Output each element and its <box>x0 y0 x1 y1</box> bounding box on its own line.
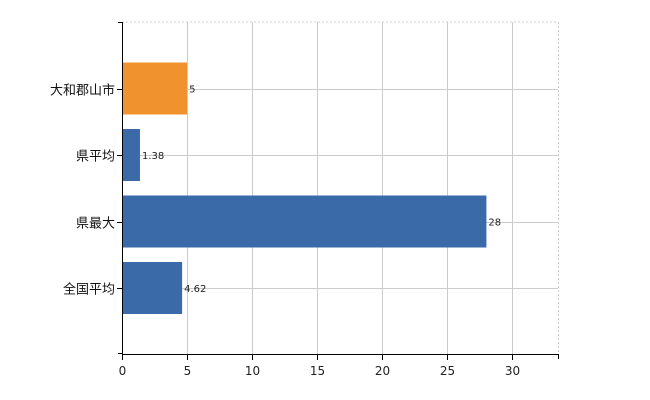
bar <box>122 62 188 115</box>
x-tick-label: 20 <box>375 364 390 378</box>
x-tick-label: 0 <box>119 364 127 378</box>
grid-lines <box>122 21 559 354</box>
data-label: 4.62 <box>184 284 206 295</box>
x-tick-label: 15 <box>310 364 325 378</box>
data-label: 28 <box>488 218 501 229</box>
category-label: 大和郡山市 <box>50 83 115 99</box>
category-label: 県最大 <box>76 217 115 232</box>
axes <box>117 22 559 360</box>
x-tick-label: 5 <box>184 364 192 378</box>
data-label: 5 <box>189 85 195 96</box>
category-label: 全国平均 <box>63 282 115 298</box>
data-label: 1.38 <box>142 151 164 162</box>
x-tick-label: 30 <box>505 364 520 378</box>
x-tick-label: 25 <box>440 364 455 378</box>
bar <box>122 262 183 314</box>
category-label: 県平均 <box>76 150 115 165</box>
bar <box>122 195 487 248</box>
x-tick-label: 10 <box>245 364 260 378</box>
bars <box>122 62 487 314</box>
bar <box>122 129 140 181</box>
